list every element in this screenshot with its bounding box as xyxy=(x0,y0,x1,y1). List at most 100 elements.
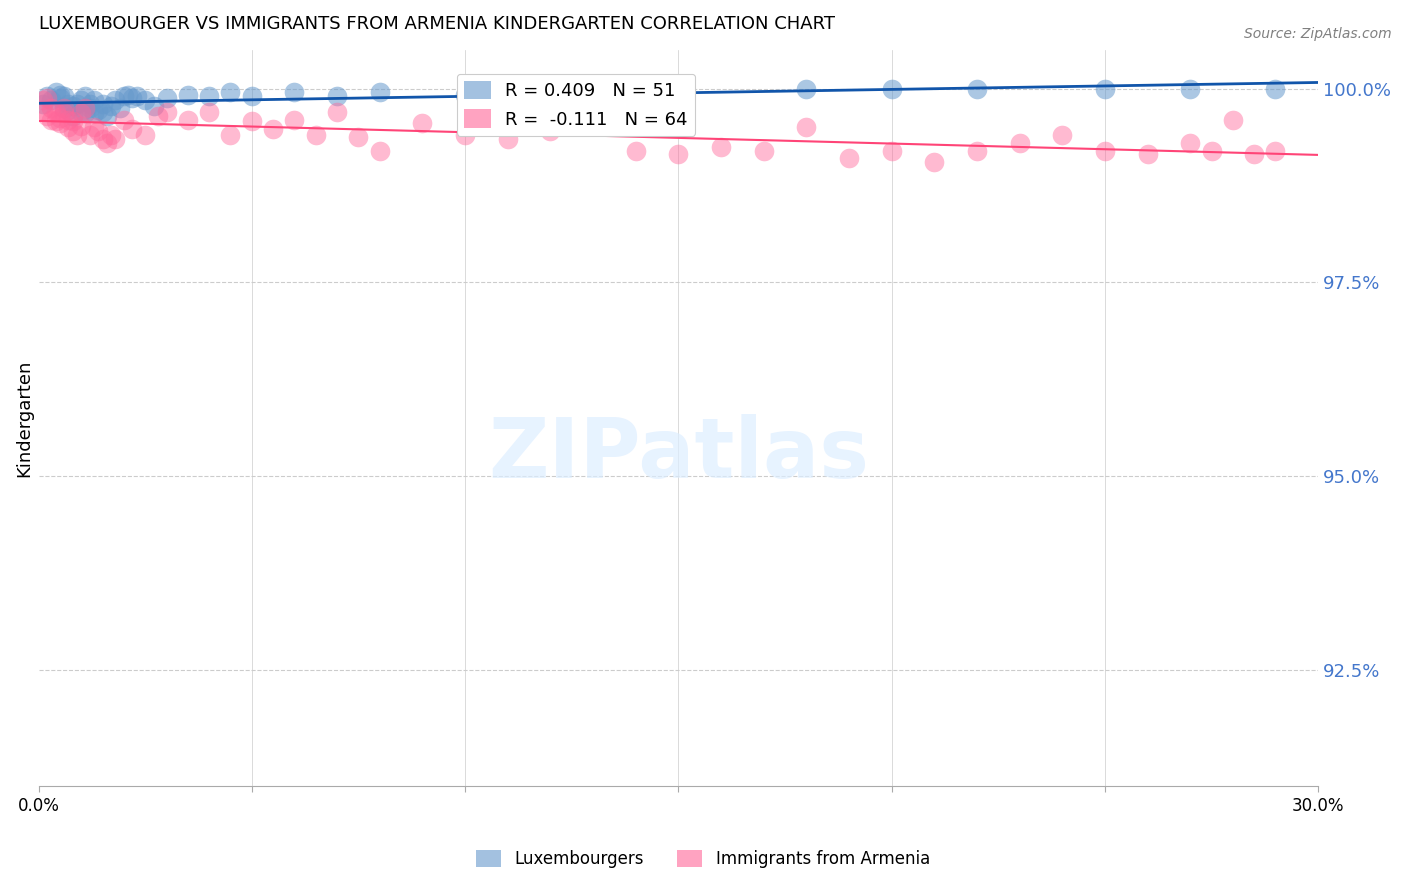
Point xyxy=(1264,81,1286,95)
Point xyxy=(79,97,101,112)
Point xyxy=(62,109,84,123)
Point xyxy=(538,81,561,95)
Point xyxy=(41,93,63,107)
Point xyxy=(666,81,689,95)
Text: ZIPatlas: ZIPatlas xyxy=(488,414,869,495)
Point xyxy=(53,101,76,115)
Point xyxy=(838,152,860,166)
Point xyxy=(31,93,53,107)
Point xyxy=(87,103,110,118)
Point xyxy=(66,128,89,142)
Point xyxy=(91,132,114,146)
Legend: Luxembourgers, Immigrants from Armenia: Luxembourgers, Immigrants from Armenia xyxy=(470,843,936,875)
Point xyxy=(411,116,433,130)
Point xyxy=(112,112,135,127)
Point xyxy=(240,114,263,128)
Point xyxy=(155,91,177,105)
Point xyxy=(75,101,97,115)
Legend: R = 0.409   N = 51, R =  -0.111   N = 64: R = 0.409 N = 51, R = -0.111 N = 64 xyxy=(457,73,695,136)
Point xyxy=(31,103,53,118)
Point xyxy=(117,87,139,102)
Point xyxy=(1180,136,1202,150)
Point xyxy=(538,124,561,138)
Point xyxy=(134,128,156,142)
Point xyxy=(53,89,76,103)
Point xyxy=(58,103,80,118)
Point xyxy=(1136,147,1159,161)
Point xyxy=(1008,136,1031,150)
Point xyxy=(262,121,284,136)
Point xyxy=(100,98,122,112)
Point xyxy=(53,106,76,120)
Text: LUXEMBOURGER VS IMMIGRANTS FROM ARMENIA KINDERGARTEN CORRELATION CHART: LUXEMBOURGER VS IMMIGRANTS FROM ARMENIA … xyxy=(38,15,835,33)
Point xyxy=(83,106,105,120)
Point xyxy=(198,104,221,119)
Point xyxy=(142,98,165,112)
Point xyxy=(62,114,84,128)
Point xyxy=(108,101,131,115)
Point xyxy=(496,132,519,146)
Point xyxy=(966,81,988,95)
Point xyxy=(155,104,177,119)
Point xyxy=(35,89,58,103)
Point xyxy=(1222,112,1244,127)
Y-axis label: Kindergarten: Kindergarten xyxy=(15,359,32,476)
Point xyxy=(45,114,67,128)
Point xyxy=(31,97,53,112)
Point xyxy=(70,104,93,119)
Point xyxy=(104,93,127,107)
Point xyxy=(96,136,118,150)
Point xyxy=(219,128,242,142)
Point xyxy=(794,81,817,95)
Point xyxy=(368,144,391,158)
Point xyxy=(922,155,945,169)
Point xyxy=(100,128,122,142)
Point xyxy=(710,139,733,153)
Point xyxy=(177,87,200,102)
Point xyxy=(70,93,93,107)
Point xyxy=(347,129,370,144)
Point xyxy=(79,101,101,115)
Point xyxy=(83,93,105,107)
Point xyxy=(91,97,114,112)
Point xyxy=(49,111,72,125)
Point xyxy=(794,120,817,135)
Point xyxy=(83,120,105,135)
Point xyxy=(198,89,221,103)
Point xyxy=(112,89,135,103)
Point xyxy=(121,91,143,105)
Point xyxy=(58,97,80,112)
Point xyxy=(75,89,97,103)
Point xyxy=(966,144,988,158)
Point xyxy=(326,89,349,103)
Point xyxy=(1094,144,1116,158)
Point xyxy=(146,109,169,123)
Point xyxy=(62,124,84,138)
Point xyxy=(454,128,477,142)
Point xyxy=(368,86,391,100)
Point xyxy=(58,112,80,127)
Point xyxy=(283,86,305,100)
Point xyxy=(49,91,72,105)
Point xyxy=(35,91,58,105)
Point xyxy=(125,89,148,103)
Point xyxy=(1201,144,1223,158)
Point xyxy=(41,112,63,127)
Point xyxy=(58,120,80,135)
Point xyxy=(53,101,76,115)
Point xyxy=(454,87,477,102)
Text: Source: ZipAtlas.com: Source: ZipAtlas.com xyxy=(1244,27,1392,41)
Point xyxy=(1243,147,1265,161)
Point xyxy=(45,86,67,100)
Point xyxy=(62,98,84,112)
Point xyxy=(880,81,903,95)
Point xyxy=(624,144,647,158)
Point xyxy=(121,121,143,136)
Point xyxy=(91,104,114,119)
Point xyxy=(75,106,97,120)
Point xyxy=(177,112,200,127)
Point xyxy=(1094,81,1116,95)
Point xyxy=(1180,81,1202,95)
Point xyxy=(79,128,101,142)
Point xyxy=(1264,144,1286,158)
